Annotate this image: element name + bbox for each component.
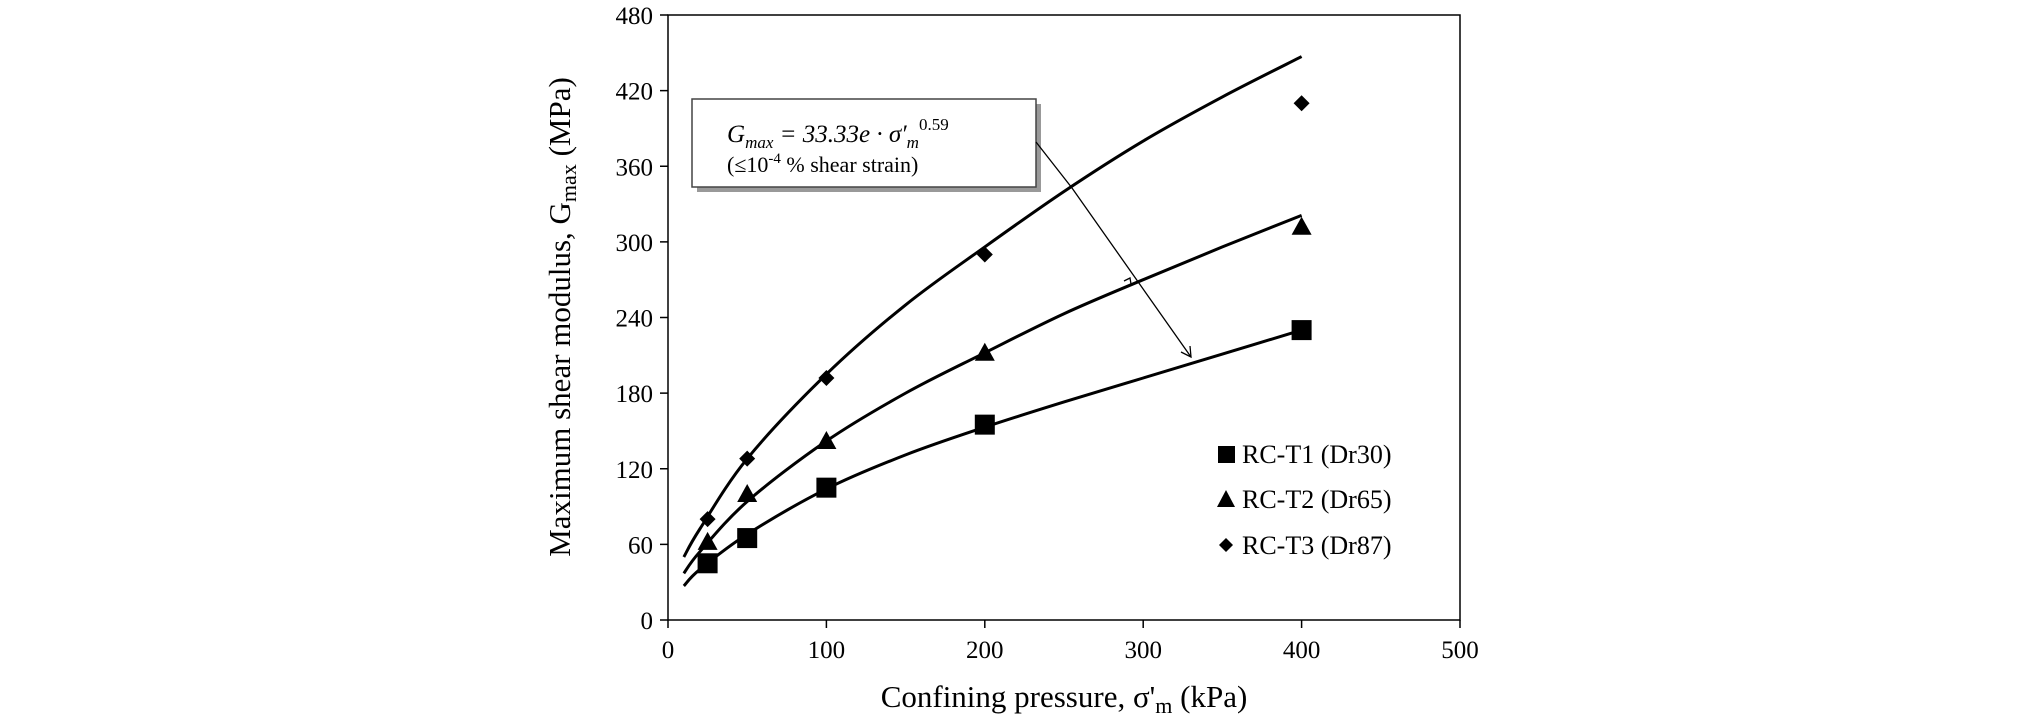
data-point-triangle (737, 483, 758, 502)
y-tick-label: 240 (616, 306, 654, 333)
legend-label-rc-t2: RC-T2 (Dr65) (1242, 485, 1391, 514)
x-axis-title: Confining pressure, σ'm (kPa) (881, 679, 1248, 718)
data-point-diamond (699, 511, 716, 528)
equation-note: (≤10-4 % shear strain) (727, 151, 918, 177)
x-tick-label: 400 (1283, 637, 1321, 664)
legend-item-rc-t1: RC-T1 (Dr30) (1218, 440, 1391, 469)
x-tick-label: 500 (1441, 637, 1479, 664)
legend-item-rc-t3: RC-T3 (Dr87) (1219, 531, 1391, 560)
callout-arrow (1035, 141, 1192, 358)
data-point-square (737, 528, 758, 549)
data-point-triangle (816, 431, 837, 450)
equation-callout: Gmax = 33.33e · σ′m0.59 (≤10-4 % shear s… (691, 98, 1192, 359)
x-tick-label: 100 (808, 637, 846, 664)
callout-arrowhead-1 (1123, 277, 1132, 285)
data-point-diamond (818, 370, 835, 386)
data-point-square (1291, 320, 1312, 341)
legend: RC-T1 (Dr30) RC-T2 (Dr65) RC-T3 (Dr87) (1217, 440, 1391, 560)
y-tick-label: 480 (616, 3, 654, 30)
data-point-square (816, 477, 837, 498)
y-tick-label: 60 (628, 532, 653, 559)
data-point-triangle (974, 342, 995, 361)
y-tick-label: 120 (616, 457, 654, 484)
y-tick-label: 0 (641, 608, 654, 635)
legend-item-rc-t2: RC-T2 (Dr65) (1217, 485, 1391, 514)
axis-ticks: 0 100 200 300 400 500 0 60 120 180 240 300 360 420 480 (616, 3, 1479, 664)
legend-marker-square (1218, 446, 1235, 463)
fit-curve-2 (682, 214, 1303, 575)
legend-label-rc-t3: RC-T3 (Dr87) (1242, 531, 1391, 560)
data-point-triangle (1291, 216, 1312, 235)
legend-marker-diamond (1219, 538, 1233, 552)
callout-box (691, 98, 1037, 188)
y-tick-label: 180 (616, 381, 654, 408)
data-point-square (697, 553, 718, 574)
callout-arrowhead-2 (1180, 345, 1192, 359)
fit-curves (682, 55, 1303, 588)
fit-curve-3 (682, 55, 1303, 558)
data-point-diamond (976, 246, 993, 263)
data-point-diamond (739, 450, 756, 467)
x-tick-label: 200 (966, 637, 1004, 664)
y-tick-label: 300 (616, 230, 654, 257)
x-tick-label: 300 (1124, 637, 1162, 664)
data-point-triangle (697, 531, 718, 550)
y-tick-label: 420 (616, 79, 654, 106)
x-tick-label: 0 (662, 637, 675, 664)
data-point-diamond (1293, 95, 1310, 112)
equation-text: Gmax = 33.33e · σ′m0.59 (727, 115, 949, 152)
legend-marker-triangle (1217, 490, 1235, 507)
legend-label-rc-t1: RC-T1 (Dr30) (1242, 440, 1391, 469)
y-tick-label: 360 (616, 154, 654, 181)
data-markers (697, 95, 1312, 574)
data-point-square (974, 414, 995, 435)
y-axis-title: Maximum shear modulus, Gmax (MPa) (542, 77, 581, 557)
fit-curve-1 (682, 328, 1303, 588)
